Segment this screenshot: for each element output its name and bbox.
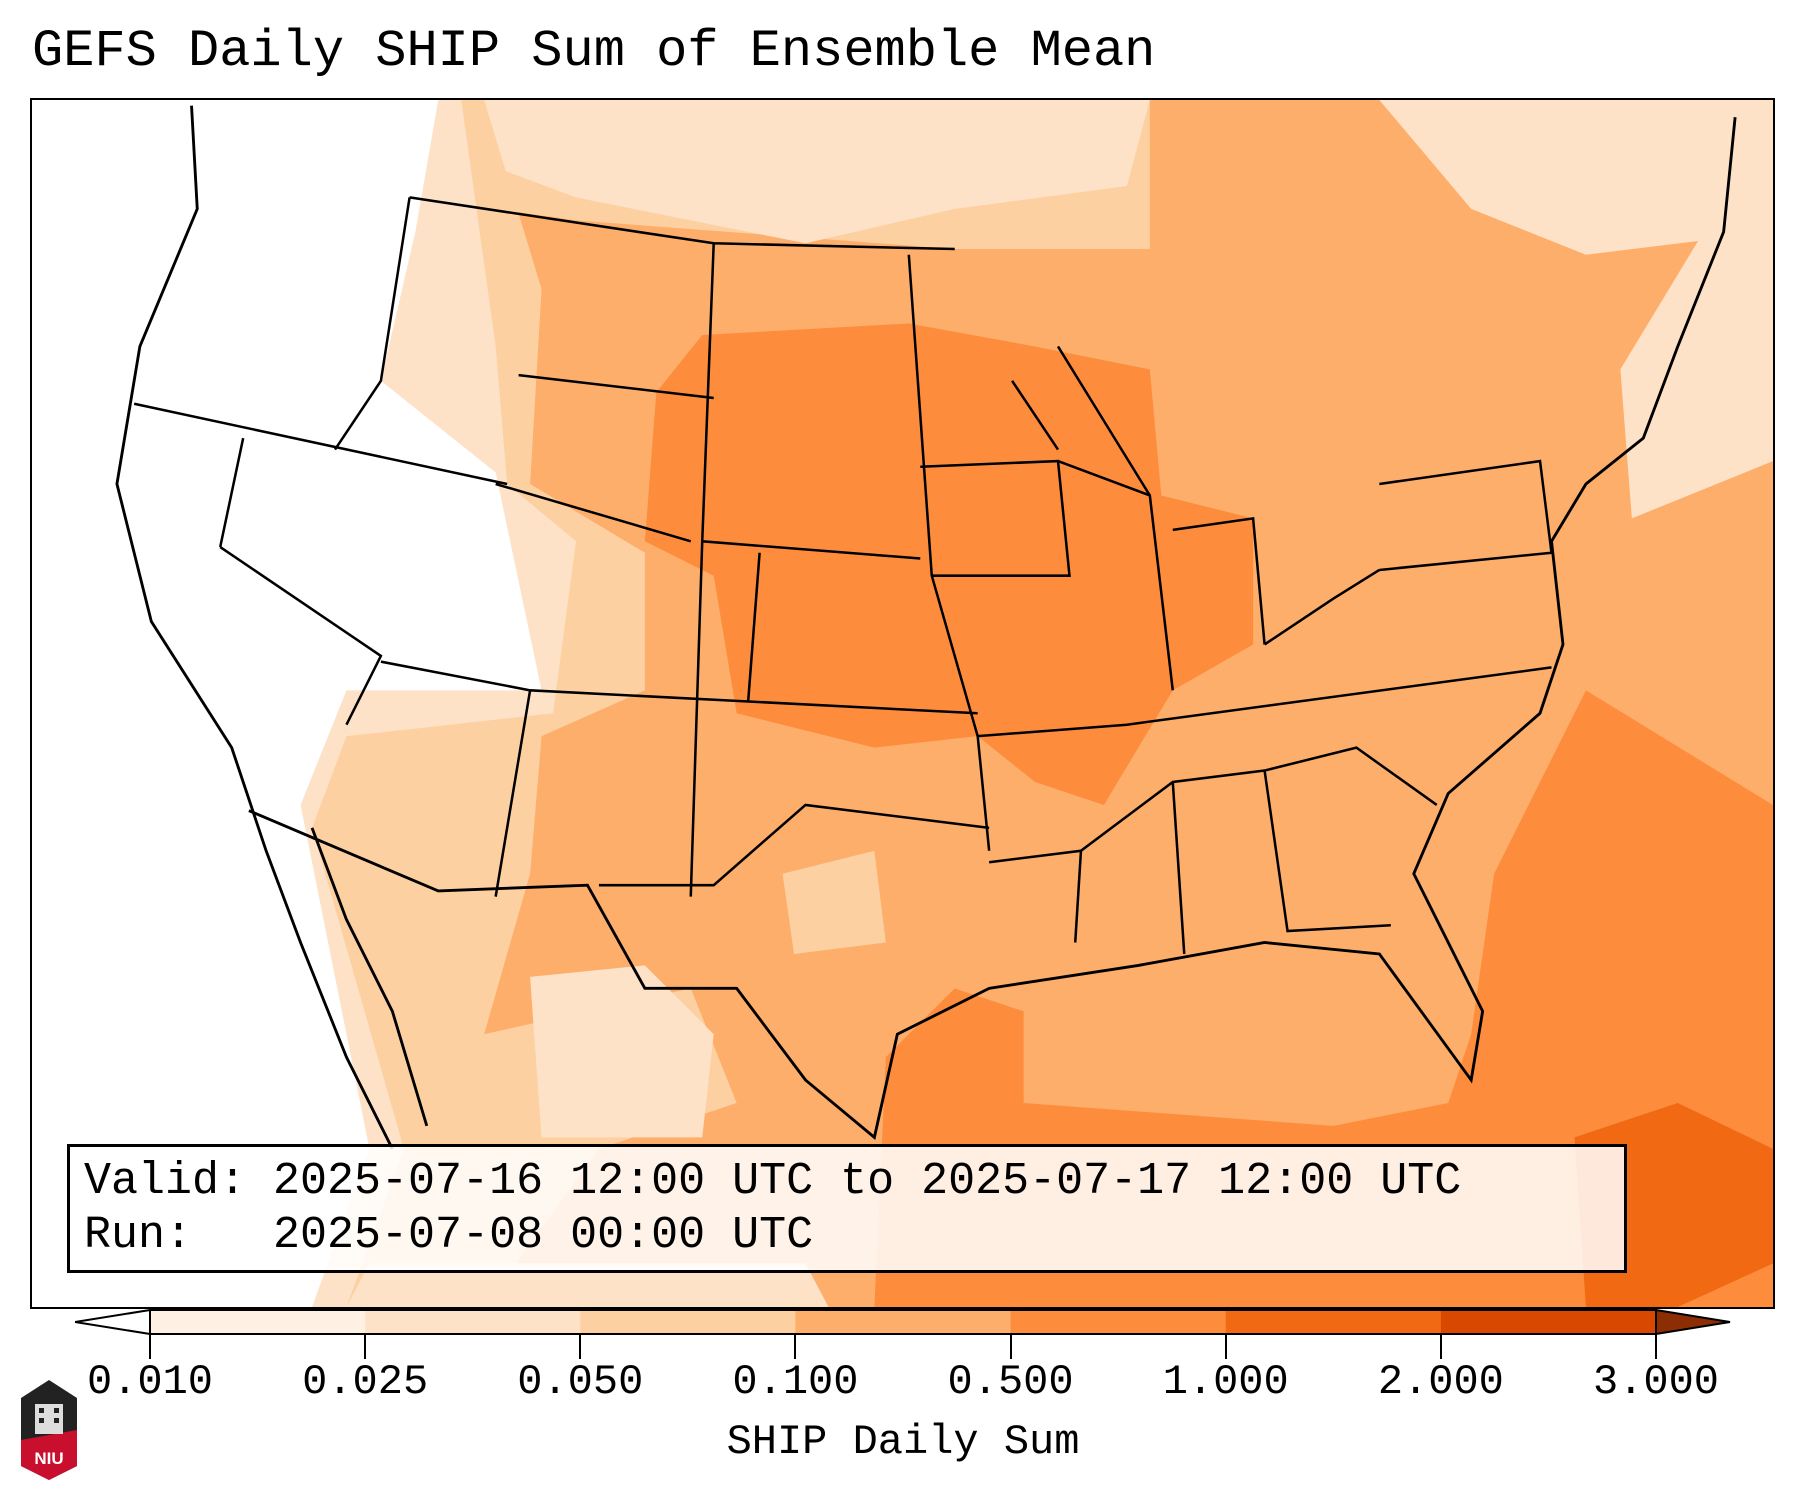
colorbar-bin <box>1440 1310 1657 1334</box>
colorbar-tick <box>364 1335 367 1359</box>
field-west-white <box>32 100 542 1307</box>
colorbar-tick <box>794 1335 797 1359</box>
colorbar-tick-label: 0.100 <box>732 1358 859 1406</box>
colorbar-bin <box>580 1310 797 1334</box>
colorbar-bin <box>795 1310 1012 1334</box>
field-mexico-light <box>530 965 714 1138</box>
colorbar-tick-label: 0.500 <box>947 1358 1074 1406</box>
field-plains-dark <box>644 323 1254 805</box>
colorbar-tick-label: 0.050 <box>517 1358 644 1406</box>
colorbar-under-extend <box>75 1309 151 1335</box>
coastline <box>115 105 1737 1150</box>
colorbar-tick <box>1439 1335 1442 1359</box>
colorbar-bin <box>150 1310 367 1334</box>
svg-text:NIU: NIU <box>34 1449 63 1468</box>
colorbar-tick-label: 2.000 <box>1377 1358 1504 1406</box>
colorbar-tick-label: 0.010 <box>86 1358 214 1406</box>
colorbar-bin <box>365 1310 582 1334</box>
colorbar-bin <box>1010 1310 1227 1334</box>
field-texas-light <box>782 850 886 954</box>
field-light-ne-canada <box>1379 100 1773 255</box>
state-borders <box>133 196 1553 955</box>
colorbar-tick <box>1224 1335 1227 1359</box>
colorbar-bin <box>1225 1310 1442 1334</box>
map-panel <box>30 98 1775 1309</box>
colorbar-tick <box>579 1335 582 1359</box>
colorbar-tick-label: 0.025 <box>302 1358 429 1406</box>
colorbar-tick-label: 1.000 <box>1162 1358 1289 1406</box>
colorbar-tick <box>1009 1335 1012 1359</box>
colorbar-tick <box>1655 1335 1657 1359</box>
colorbar-tick-label: 3.000 <box>1592 1358 1720 1406</box>
colorbar-label: SHIP Daily Sum <box>726 1418 1080 1466</box>
ship-field-map <box>32 100 1773 1307</box>
map-title: GEFS Daily SHIP Sum of Ensemble Mean <box>32 22 1156 81</box>
field-lighter-north <box>461 100 1150 244</box>
run-time-text: Run: 2025-07-08 00:00 UTC <box>84 1210 814 1261</box>
colorbar-frame <box>149 1309 1657 1335</box>
colorbar-tick <box>149 1335 151 1359</box>
field-ne-ocean-light <box>1620 117 1773 519</box>
colorbar-over-extend <box>1655 1309 1731 1335</box>
niu-logo: NIU <box>21 1380 77 1480</box>
colorbar <box>75 1309 1731 1335</box>
valid-time-text: Valid: 2025-07-16 12:00 UTC to 2025-07-1… <box>84 1156 1462 1207</box>
valid-run-info-box: Valid: 2025-07-16 12:00 UTC to 2025-07-1… <box>67 1144 1627 1273</box>
field-bottom-light <box>346 1263 829 1307</box>
